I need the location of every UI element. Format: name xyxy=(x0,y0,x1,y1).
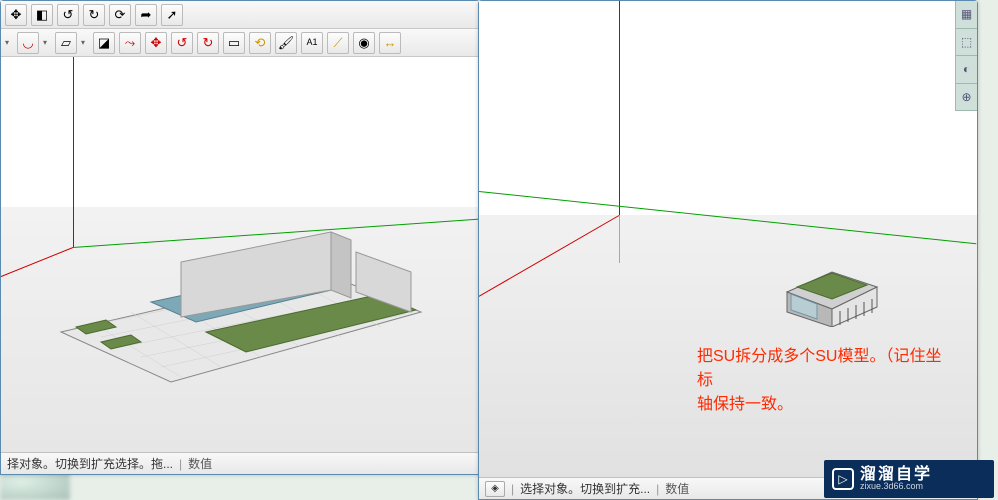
dropdown-icon[interactable]: ▾ xyxy=(43,38,51,47)
play-icon: ▷ xyxy=(832,468,854,490)
rotate-icon[interactable]: ↺ xyxy=(171,32,193,54)
protractor-icon[interactable]: ◉ xyxy=(353,32,375,54)
annotation-text: 把SU拆分成多个SU模型。（记住坐标 轴保持一致。 xyxy=(697,345,957,417)
text-a1-icon[interactable]: A1 xyxy=(301,32,323,54)
model-building-block xyxy=(777,237,887,327)
rotate-ccw-icon[interactable]: ↺ xyxy=(57,4,79,26)
arrow-up-icon[interactable]: ➚ xyxy=(161,4,183,26)
watermark-sub: zixue.3d66.com xyxy=(860,482,932,492)
move4-icon[interactable]: ✥ xyxy=(145,32,167,54)
status-hint: 择对象。切换到扩充选择。拖... xyxy=(7,455,173,472)
status-sep: | xyxy=(511,482,514,496)
annotation-line1: 把SU拆分成多个SU模型。（记住坐标 xyxy=(697,348,941,389)
arc-icon[interactable]: ◡ xyxy=(17,32,39,54)
tape-icon[interactable]: ⟋ xyxy=(327,32,349,54)
offset-icon[interactable]: ⟲ xyxy=(249,32,271,54)
viewport-left[interactable] xyxy=(1,57,479,452)
side-tab-4[interactable]: ⊕ xyxy=(956,84,977,112)
side-tab-strip: ▦ ⬚ ◐ ⊕ xyxy=(955,1,977,111)
status-sep: | xyxy=(179,457,182,471)
toolbar-row-2: ▾ ◡ ▾ ▱ ▾ ◪ ⤳ ✥ ↺ ↻ ▭ ⟲ 🖌 A1 ⟋ ◉ ↔ xyxy=(1,29,479,57)
watermark-badge: ▷ 溜溜自学 zixue.3d66.com xyxy=(824,460,994,498)
scale-icon[interactable]: ◧ xyxy=(31,4,53,26)
axis-blue-below xyxy=(619,215,620,263)
side-tab-1[interactable]: ▦ xyxy=(956,1,977,29)
side-tab-3[interactable]: ◐ xyxy=(956,56,977,84)
move-icon[interactable]: ✥ xyxy=(5,4,27,26)
dropdown-icon[interactable]: ▾ xyxy=(5,38,13,47)
dimension-icon[interactable]: ↔ xyxy=(379,32,401,54)
status-geo-button[interactable]: ◈ xyxy=(485,481,505,497)
status-value-label: 数值 xyxy=(188,455,212,472)
rotate2-icon[interactable]: ↻ xyxy=(197,32,219,54)
sketchup-window-right: 把SU拆分成多个SU模型。（记住坐标 轴保持一致。 ▦ ⬚ ◐ ⊕ ◈ | 选择… xyxy=(478,0,978,500)
status-value-label: 数值 xyxy=(665,480,689,497)
status-sep: | xyxy=(656,482,659,496)
axis-blue xyxy=(619,1,620,215)
arrow-right-icon[interactable]: ➦ xyxy=(135,4,157,26)
status-hint: 选择对象。切换到扩充... xyxy=(520,480,650,497)
pushpull-icon[interactable]: ◪ xyxy=(93,32,115,54)
rotate-free-icon[interactable]: ⟳ xyxy=(109,4,131,26)
followme-icon[interactable]: ⤳ xyxy=(119,32,141,54)
annotation-line2: 轴保持一致。 xyxy=(697,396,793,413)
rotate-cw-icon[interactable]: ↻ xyxy=(83,4,105,26)
side-tab-2[interactable]: ⬚ xyxy=(956,29,977,57)
select-rect-icon[interactable]: ▭ xyxy=(223,32,245,54)
dropdown-icon[interactable]: ▾ xyxy=(81,38,89,47)
rect-icon[interactable]: ▱ xyxy=(55,32,77,54)
paint-icon[interactable]: 🖌 xyxy=(275,32,297,54)
sketchup-window-left: ✥ ◧ ↺ ↻ ⟳ ➦ ➚ ▾ ◡ ▾ ▱ ▾ ◪ ⤳ ✥ ↺ ↻ ▭ ⟲ 🖌 … xyxy=(0,0,480,475)
viewport-right[interactable]: 把SU拆分成多个SU模型。（记住坐标 轴保持一致。 ▦ ⬚ ◐ ⊕ xyxy=(479,1,977,477)
toolbar-row-1: ✥ ◧ ↺ ↻ ⟳ ➦ ➚ xyxy=(1,1,479,29)
model-pavilion xyxy=(21,182,441,392)
statusbar-left: 择对象。切换到扩充选择。拖... | 数值 xyxy=(1,452,479,474)
